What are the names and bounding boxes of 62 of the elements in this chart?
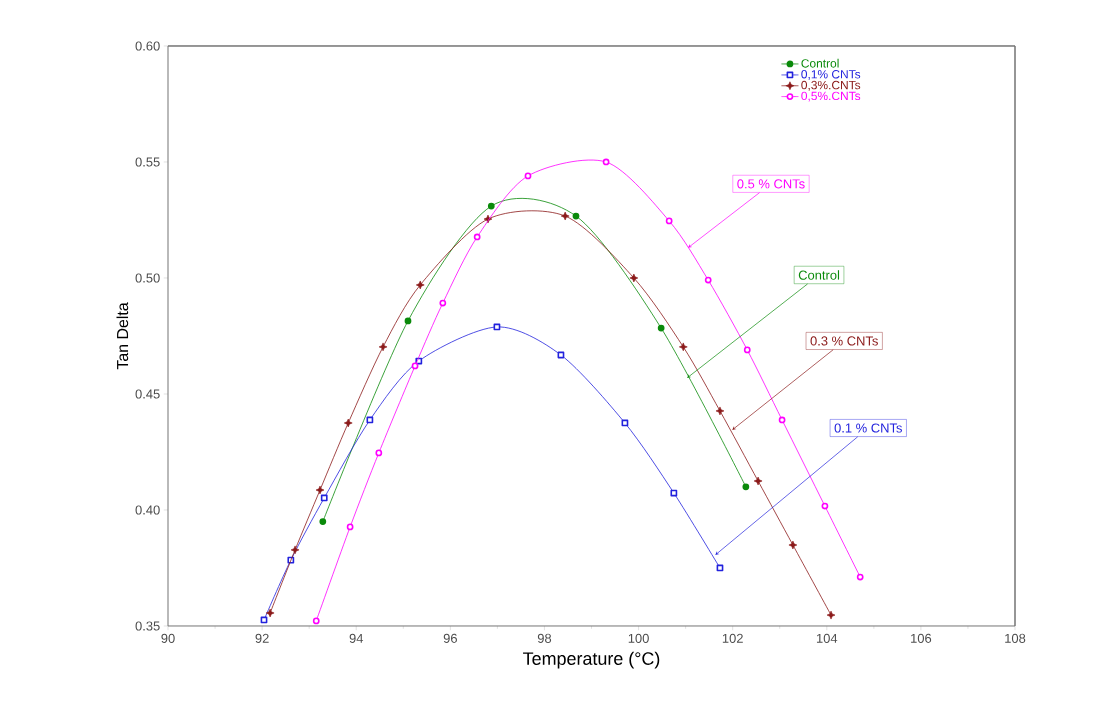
x-tick-label: 106 — [911, 633, 932, 643]
point — [821, 502, 829, 510]
point — [572, 212, 580, 220]
point — [366, 416, 374, 424]
x-tick-label: 96 — [443, 633, 457, 643]
legend-label: 0,3%.CNTs — [801, 80, 861, 91]
point — [411, 362, 419, 370]
x-tick-label: 92 — [255, 633, 269, 643]
point — [856, 573, 864, 581]
y-tick-label: 0.50 — [135, 273, 160, 283]
y-tick-label: 0.60 — [135, 41, 160, 51]
y-tick-label: 0.35 — [135, 621, 160, 631]
annotation: 0.5 % CNTs — [737, 179, 805, 189]
x-tick-label: 102 — [722, 633, 743, 643]
legend-label: 0,1% CNTs — [801, 70, 861, 80]
point — [715, 406, 725, 416]
point — [415, 280, 425, 290]
point — [602, 158, 610, 166]
x-tick-label: 108 — [1005, 633, 1026, 643]
point — [473, 233, 481, 241]
point — [524, 172, 532, 180]
annotation: 0.1 % CNTs — [834, 423, 902, 433]
x-tick-label: 94 — [349, 633, 364, 643]
point — [375, 449, 383, 457]
x-tick-label: 100 — [628, 633, 649, 643]
point — [560, 211, 570, 221]
point — [312, 617, 320, 625]
point — [670, 489, 678, 497]
point — [657, 324, 665, 332]
point — [742, 483, 750, 491]
point — [343, 418, 353, 428]
x-axis-title: Temperature (°C) — [523, 651, 660, 669]
point — [346, 523, 354, 531]
point — [404, 317, 412, 325]
y-tick-label: 0.45 — [135, 389, 160, 399]
x-tick-label: 98 — [537, 633, 552, 643]
point — [290, 545, 300, 555]
point — [704, 276, 712, 284]
point — [439, 299, 447, 307]
point — [629, 273, 639, 283]
point — [826, 610, 836, 620]
point — [265, 608, 275, 618]
point — [743, 346, 751, 354]
point — [319, 518, 327, 525]
legend-label: Control — [801, 58, 839, 68]
y-axis-title: Tan Delta — [116, 302, 129, 370]
y-tick-label: 0.40 — [135, 505, 160, 515]
x-tick-label: 90 — [161, 633, 175, 643]
point — [778, 416, 786, 424]
point — [320, 494, 328, 502]
y-tick-label: 0.55 — [135, 157, 160, 167]
point — [665, 217, 673, 225]
point — [753, 476, 763, 486]
point — [378, 342, 388, 352]
annotation: Control — [798, 270, 840, 280]
point — [678, 342, 688, 352]
point — [788, 540, 798, 550]
point — [487, 202, 495, 210]
annotation: 0.3 % CNTs — [810, 336, 878, 346]
x-tick-label: 104 — [816, 633, 838, 643]
legend-label: 0,5%.CNTs — [801, 91, 861, 102]
point — [315, 485, 325, 495]
